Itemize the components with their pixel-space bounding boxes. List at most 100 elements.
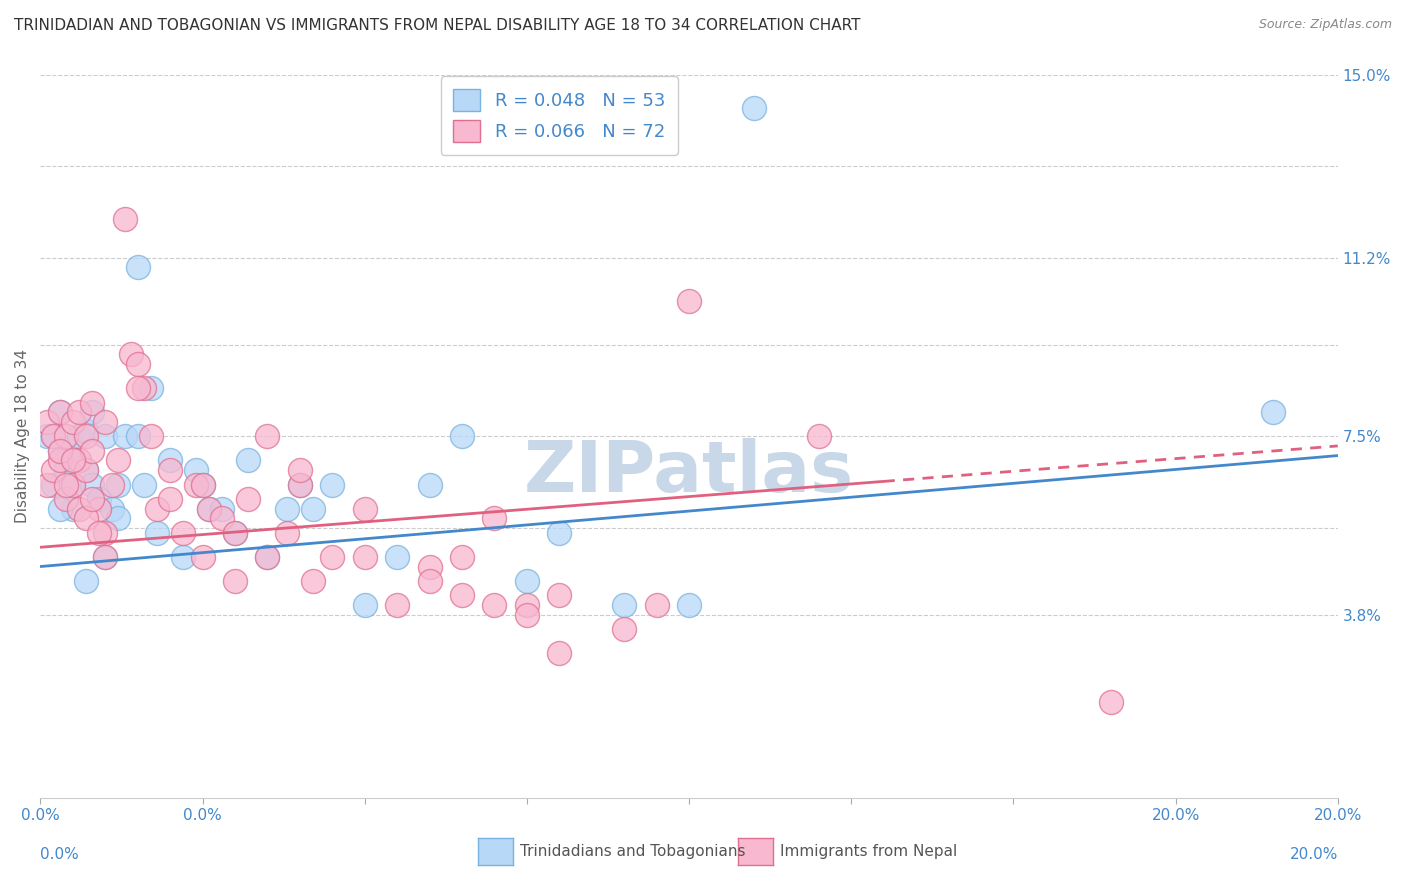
Point — [548, 525, 571, 540]
Point — [62, 453, 84, 467]
Point — [302, 501, 325, 516]
Point — [87, 491, 110, 506]
Point — [42, 477, 65, 491]
Point — [75, 511, 97, 525]
Point — [159, 463, 181, 477]
Point — [55, 453, 77, 467]
Point — [107, 477, 129, 491]
Point — [120, 347, 142, 361]
Point — [484, 598, 506, 612]
Point — [353, 501, 375, 516]
Point — [451, 429, 474, 443]
Legend: R = 0.048   N = 53, R = 0.066   N = 72: R = 0.048 N = 53, R = 0.066 N = 72 — [440, 77, 678, 154]
Point — [146, 525, 169, 540]
Point — [302, 574, 325, 588]
Point — [75, 463, 97, 477]
Point — [451, 589, 474, 603]
Point — [419, 477, 441, 491]
Y-axis label: Disability Age 18 to 34: Disability Age 18 to 34 — [15, 350, 30, 524]
Point — [224, 525, 246, 540]
Point — [191, 477, 214, 491]
Point — [94, 429, 117, 443]
Point — [256, 549, 278, 564]
Point — [94, 525, 117, 540]
Point — [49, 443, 72, 458]
Point — [807, 429, 830, 443]
Point — [82, 491, 104, 506]
Point — [134, 477, 156, 491]
Point — [67, 501, 90, 516]
Point — [42, 429, 65, 443]
Point — [127, 381, 149, 395]
Point — [94, 549, 117, 564]
Point — [1099, 695, 1122, 709]
Point — [184, 477, 207, 491]
Text: ZIPatlas: ZIPatlas — [524, 438, 855, 507]
Point — [100, 477, 122, 491]
Point — [516, 607, 538, 622]
Point — [67, 405, 90, 419]
Point — [191, 549, 214, 564]
Point — [159, 453, 181, 467]
Point — [211, 511, 233, 525]
Point — [353, 598, 375, 612]
Point — [67, 429, 90, 443]
Point — [49, 443, 72, 458]
Point — [62, 415, 84, 429]
Point — [82, 405, 104, 419]
Point — [75, 429, 97, 443]
Point — [678, 294, 700, 309]
Point — [127, 357, 149, 371]
Point — [321, 477, 343, 491]
Point — [548, 589, 571, 603]
Point — [49, 453, 72, 467]
Point — [62, 477, 84, 491]
Point — [49, 405, 72, 419]
Point — [49, 501, 72, 516]
Point — [224, 525, 246, 540]
Point — [55, 477, 77, 491]
Point — [107, 511, 129, 525]
Point — [198, 501, 221, 516]
Point — [276, 525, 298, 540]
Text: 0.0%: 0.0% — [41, 847, 79, 863]
Point — [55, 429, 77, 443]
Point — [385, 598, 408, 612]
Point — [236, 453, 259, 467]
Point — [67, 453, 90, 467]
Point — [75, 425, 97, 439]
Point — [548, 646, 571, 660]
Point — [288, 477, 311, 491]
Point — [321, 549, 343, 564]
Point — [49, 405, 72, 419]
Point — [62, 501, 84, 516]
Point — [353, 549, 375, 564]
Point — [55, 463, 77, 477]
Point — [67, 453, 90, 467]
Text: Trinidadians and Tobagonians: Trinidadians and Tobagonians — [520, 844, 745, 859]
Point — [94, 549, 117, 564]
Point — [288, 477, 311, 491]
Point — [236, 491, 259, 506]
Point — [100, 501, 122, 516]
Point — [419, 559, 441, 574]
Point — [94, 415, 117, 429]
Point — [134, 381, 156, 395]
Point — [613, 598, 636, 612]
Point — [184, 463, 207, 477]
Point — [107, 453, 129, 467]
Point — [1261, 405, 1284, 419]
Point — [613, 622, 636, 636]
Point — [516, 574, 538, 588]
Point — [419, 574, 441, 588]
Point — [516, 598, 538, 612]
Point — [742, 101, 765, 115]
Point — [35, 477, 58, 491]
Point — [224, 574, 246, 588]
Point — [75, 574, 97, 588]
Text: TRINIDADIAN AND TOBAGONIAN VS IMMIGRANTS FROM NEPAL DISABILITY AGE 18 TO 34 CORR: TRINIDADIAN AND TOBAGONIAN VS IMMIGRANTS… — [14, 18, 860, 33]
Point — [35, 429, 58, 443]
Point — [127, 260, 149, 275]
Text: Source: ZipAtlas.com: Source: ZipAtlas.com — [1258, 18, 1392, 31]
Point — [114, 212, 136, 227]
